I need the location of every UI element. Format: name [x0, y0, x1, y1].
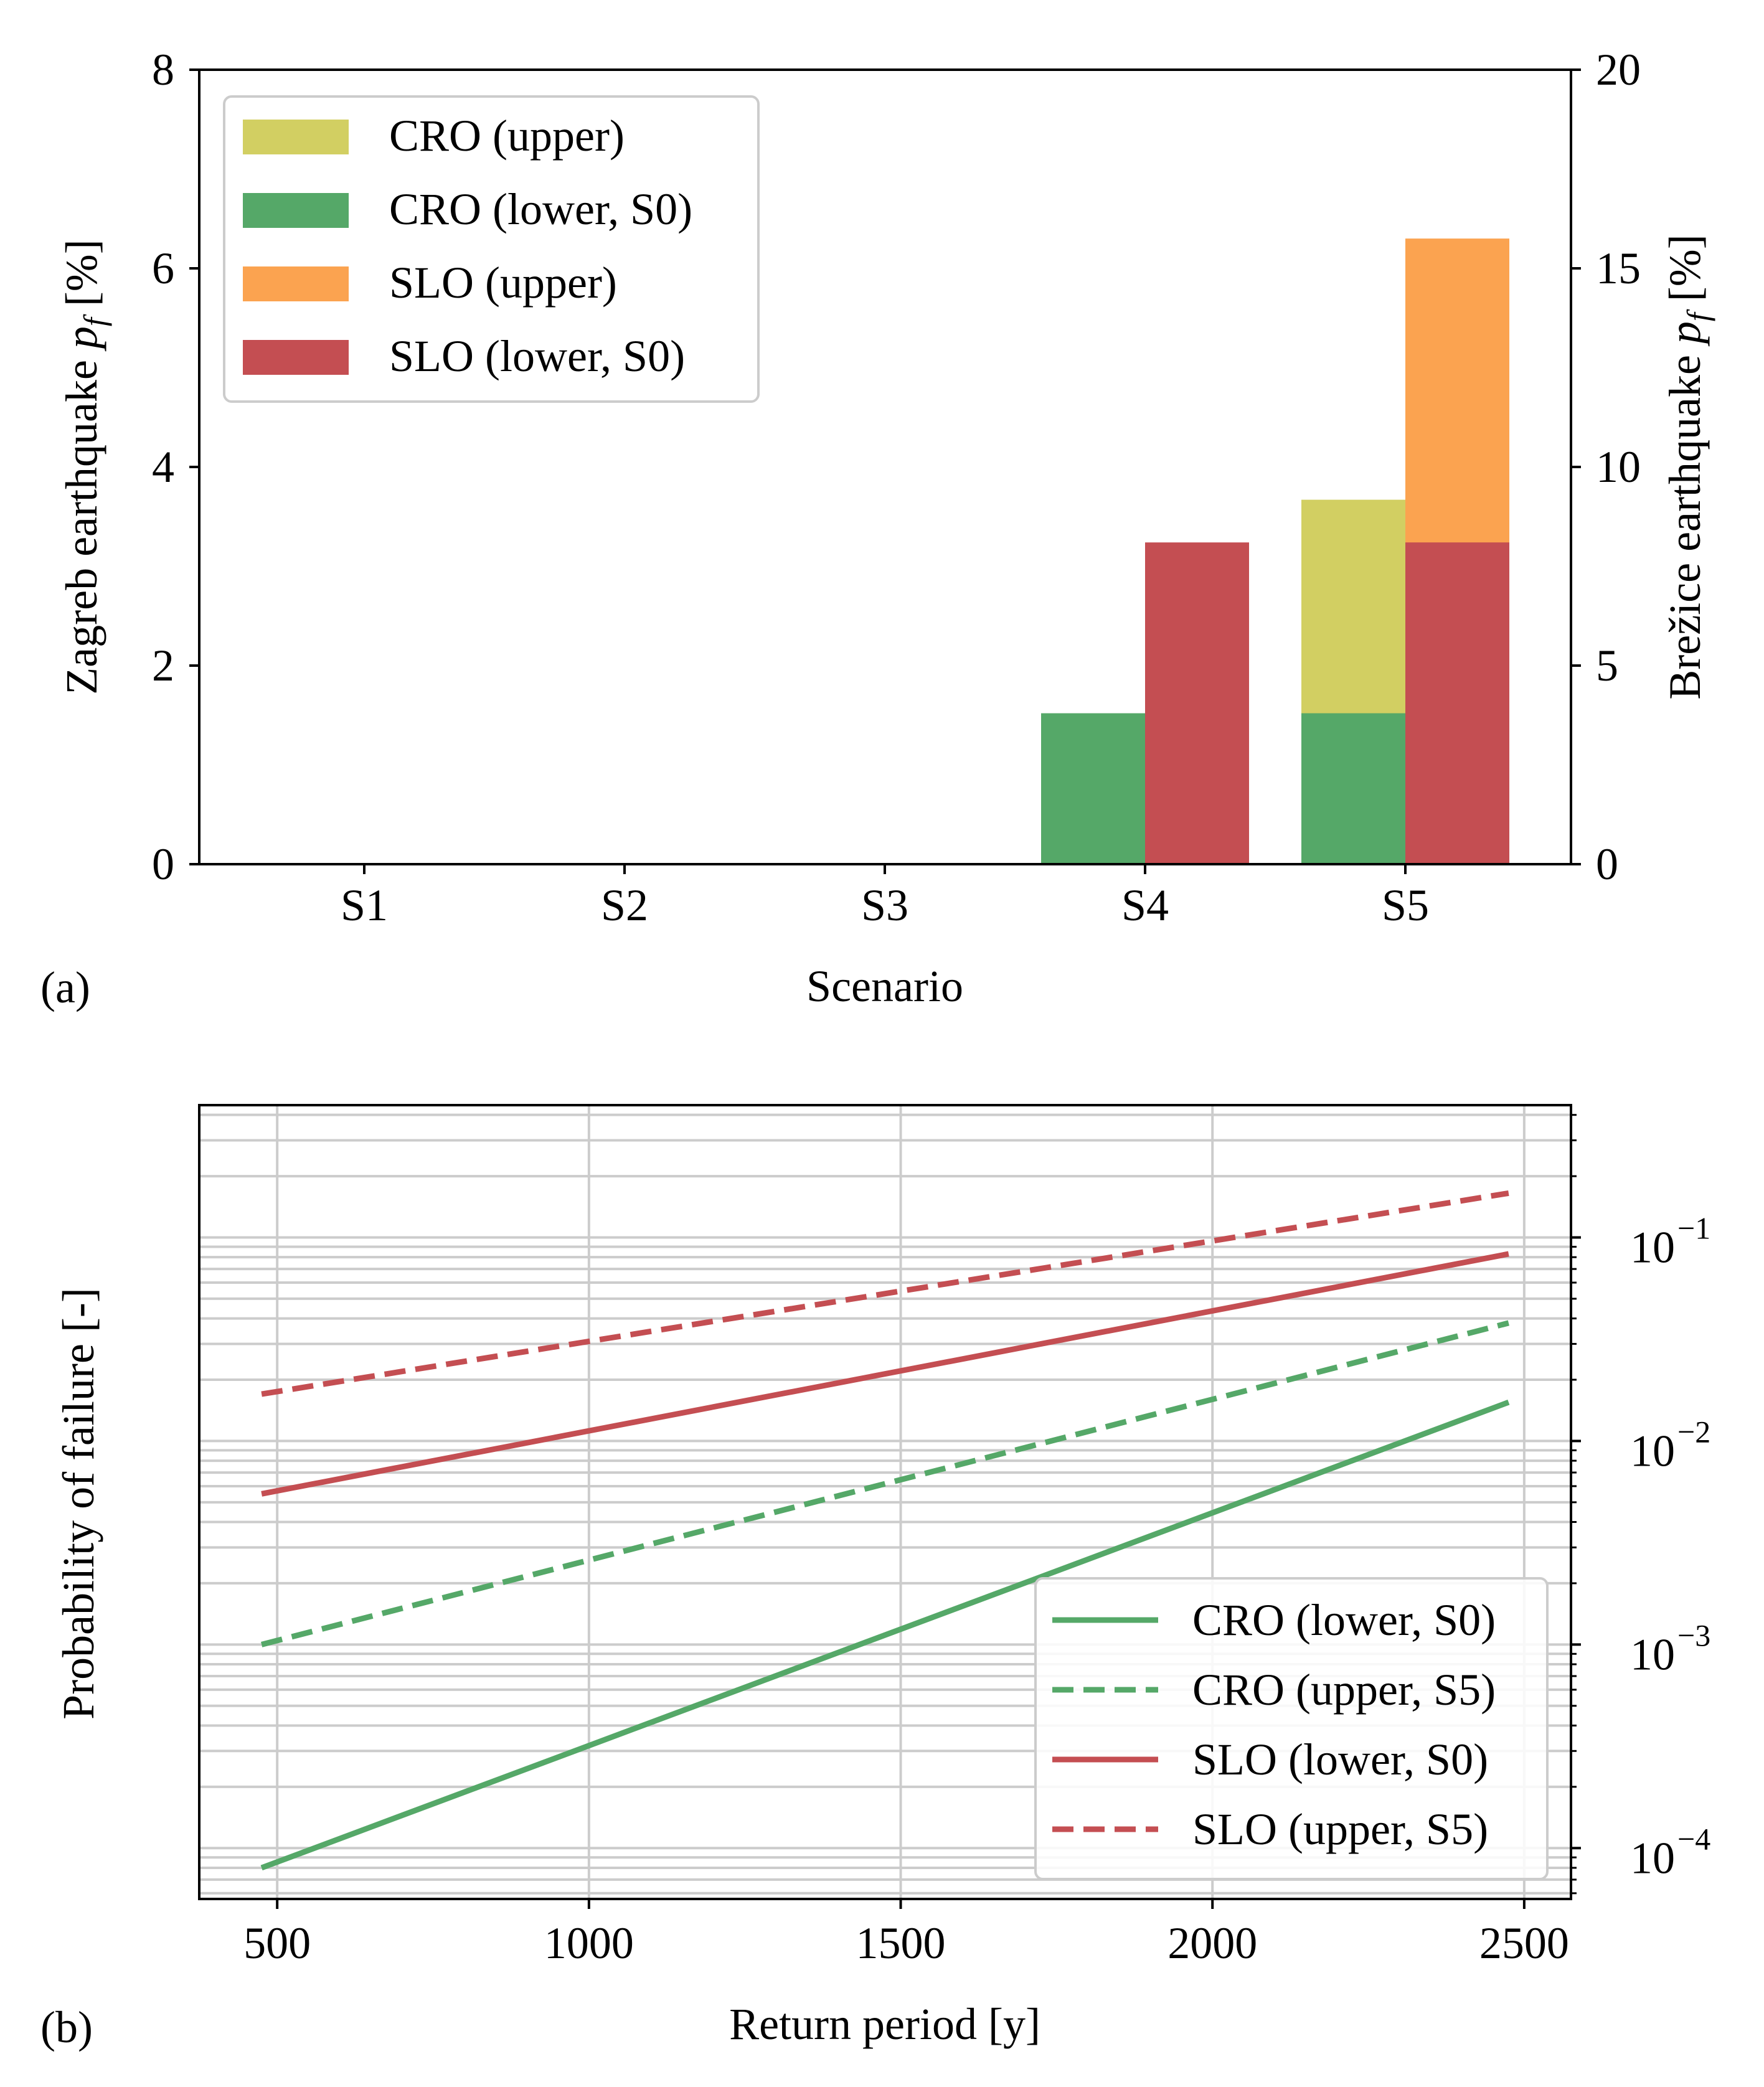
y-tick-label: 10−1	[1630, 1211, 1710, 1273]
left-y-tick-label: 2	[152, 641, 174, 690]
bar-slo-lower-s0-s5	[1405, 542, 1509, 864]
right-y-tick-label: 5	[1596, 641, 1618, 690]
right-y-tick-label: 0	[1596, 839, 1618, 889]
panel-b-legend: CRO (lower, S0) CRO (upper, S5) SLO (lower…	[1034, 1577, 1549, 1880]
legend-label-slo-upper: SLO (upper)	[389, 258, 617, 308]
left-y-tick-label: 4	[152, 442, 174, 492]
line-slo-lower-s0	[261, 1251, 1509, 1497]
legend-label-cro-lower-s0: CRO (lower, S0)	[389, 184, 692, 234]
left-y-tick-label: 0	[152, 839, 174, 889]
legend-frame	[223, 95, 760, 403]
legend-swatch-cro-upper	[243, 120, 349, 154]
panel-b-xlabel: Return period [y]	[729, 1999, 1040, 2049]
x-tick-label-500: 500	[243, 1918, 311, 1968]
x-tick-label-2000: 2000	[1167, 1918, 1257, 1968]
line-slo-upper-s5	[261, 1190, 1509, 1397]
left-y-tick-label: 6	[152, 243, 174, 293]
panel-a-right-ylabel: Brežice earthquake pf [%]	[1660, 234, 1715, 699]
panel-a-xlabel: Scenario	[806, 961, 963, 1011]
grid	[199, 1105, 1571, 1899]
x-tick-label-s2: S2	[601, 880, 648, 930]
panel-a-label: (a)	[40, 963, 90, 1012]
legend-swatch-slo-upper	[243, 266, 349, 301]
right-y-tick-label: 10	[1596, 442, 1641, 492]
panel-a-bar-chart: S1 S2 S3 S4 S5 0 2 4 6 8 0 5 10 15 20 Zagreb earthquak…	[40, 45, 1715, 1012]
right-y-tick-label: 15	[1596, 243, 1641, 293]
legend-label-cro-upper-s5: CRO (upper, S5)	[1192, 1665, 1496, 1715]
line-cro-upper-s5	[261, 1320, 1509, 1647]
legend-label-slo-lower-s0: SLO (lower, S0)	[389, 331, 685, 381]
x-tick-label-1000: 1000	[544, 1918, 634, 1968]
y-tick-label: 10−2	[1630, 1414, 1710, 1476]
series-lines	[260, 1190, 1510, 1871]
bars	[1041, 238, 1509, 864]
panel-b-ylabel: Probability of failure [-]	[54, 1288, 103, 1720]
axis-ticks: S1 S2 S3 S4 S5 0 2 4 6 8 0 5 10 15 20	[152, 45, 1641, 930]
y-tick-label: 10−4	[1630, 1821, 1710, 1883]
panel-a-legend: CRO (upper) CRO (lower, S0) SLO (upper) SLO…	[223, 95, 760, 403]
legend-swatch-cro-lower-s0	[243, 193, 349, 228]
legend-swatch-slo-lower-s0	[243, 340, 349, 375]
legend-label-slo-upper-s5: SLO (upper, S5)	[1192, 1804, 1488, 1854]
x-tick-label-s4: S4	[1121, 880, 1169, 930]
x-tick-label-1500: 1500	[856, 1918, 946, 1968]
x-tick-label-s3: S3	[861, 880, 908, 930]
panel-b-line-chart: 500 1000 1500 2000 2500 10−1 10−2 10−3 10−4 Prob…	[40, 1104, 1710, 2052]
panel-a-left-ylabel: Zagreb earthquake pf [%]	[57, 239, 112, 695]
bar-slo-lower-s0-s4	[1145, 542, 1249, 864]
line-cro-lower-s0	[260, 1399, 1510, 1871]
bar-cro-lower-s0-s4	[1041, 713, 1145, 864]
y-tick-label: 10−3	[1630, 1618, 1710, 1679]
legend-label-cro-lower-s0: CRO (lower, S0)	[1192, 1595, 1496, 1645]
left-y-tick-label: 8	[152, 45, 174, 95]
bar-cro-lower-s0-s5	[1301, 713, 1405, 864]
x-tick-label-s1: S1	[341, 880, 388, 930]
x-tick-label-s5: S5	[1382, 880, 1429, 930]
panel-b-label: (b)	[40, 2002, 93, 2052]
legend-label-slo-lower-s0: SLO (lower, S0)	[1192, 1735, 1488, 1784]
right-y-tick-label: 20	[1596, 45, 1641, 95]
legend-label-cro-upper: CRO (upper)	[389, 111, 625, 161]
axis-ticks: 500 1000 1500 2000 2500 10−1 10−2 10−3 10−4	[243, 1114, 1710, 1968]
legend-frame	[1034, 1577, 1549, 1880]
x-tick-label-2500: 2500	[1479, 1918, 1569, 1968]
